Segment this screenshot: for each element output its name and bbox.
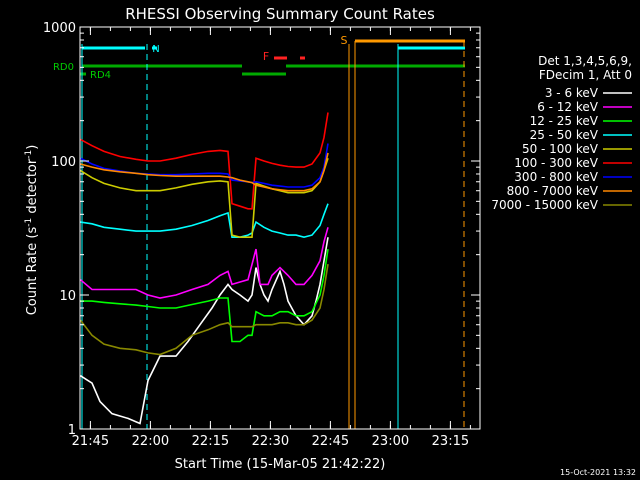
plot-frame: [79, 26, 481, 430]
y-axis-label: Count Rate (s-1 detector-1): [24, 145, 40, 316]
y-axis-label-sup: -1: [24, 218, 34, 227]
y-tick-label: 1000: [43, 21, 76, 36]
series-line-6: [80, 143, 329, 188]
y-axis-label-sup2: -1: [24, 150, 34, 159]
legend-entry-label: 300 - 800 keV: [514, 170, 598, 184]
x-axis-label: Start Time (15-Mar-05 21:42:22): [175, 457, 386, 472]
y-axis-label-main: Count Rate (s: [25, 227, 40, 316]
series-line-2: [80, 248, 329, 343]
night-flag-label: N: [152, 44, 159, 55]
series-lines: [79, 112, 329, 425]
y-tick-label: 1: [68, 423, 76, 438]
flare-flag-label: F: [263, 50, 269, 63]
marker-lines: [81, 41, 465, 429]
legend-entry-label: 6 - 12 keV: [537, 100, 599, 114]
y-tick-label: 10: [59, 289, 76, 304]
series-line-8: [79, 263, 329, 356]
series-line-0: [79, 237, 329, 425]
series-line-3: [80, 203, 329, 239]
legend-entry-label: 7000 - 15000 keV: [491, 198, 598, 212]
series-line-5: [80, 112, 329, 210]
x-tick-label: 22:30: [252, 434, 289, 449]
legend-entry-label: 25 - 50 keV: [530, 128, 599, 142]
axes: [79, 26, 481, 430]
series-line-1: [79, 227, 329, 299]
series-line-7: [80, 152, 329, 192]
legend-header-2: FDecim 1, Att 0: [539, 68, 632, 82]
saa-flag-label: S: [341, 34, 348, 47]
legend-header-1: Det 1,3,4,5,6,9,: [538, 54, 632, 68]
legend-entry-label: 100 - 300 keV: [514, 156, 598, 170]
x-tick-label: 22:00: [132, 434, 169, 449]
legend-entry-label: 50 - 100 keV: [522, 142, 599, 156]
y-axis-label-mid: detector: [25, 158, 40, 218]
legend-entry-label: 3 - 6 keV: [545, 86, 599, 100]
rd0-flag-label: RD0: [53, 62, 74, 73]
series-line-4: [79, 157, 329, 238]
x-tick-label: 23:15: [432, 434, 469, 449]
rd4-flag-label: RD4: [90, 70, 111, 81]
x-tick-label: 23:00: [372, 434, 409, 449]
legend-entry-label: 12 - 25 keV: [530, 114, 599, 128]
legend-entry-label: 800 - 7000 keV: [507, 184, 599, 198]
legend: Det 1,3,4,5,6,9, FDecim 1, Att 0 3 - 6 k…: [491, 54, 632, 212]
y-tick-label: 100: [51, 155, 76, 170]
flag-bars: [80, 39, 465, 76]
y-axis-label-end: ): [25, 145, 40, 150]
footer-date: 15-Oct-2021 13:32: [560, 468, 636, 477]
x-tick-label: 22:45: [312, 434, 349, 449]
chart-title: RHESSI Observing Summary Count Rates: [125, 5, 435, 23]
x-tick-label: 21:45: [72, 434, 109, 449]
x-tick-label: 22:15: [192, 434, 229, 449]
tick-labels: 21:45 22:00 22:15 22:30 22:45 23:00 23:15 1 10 10…: [43, 21, 469, 449]
